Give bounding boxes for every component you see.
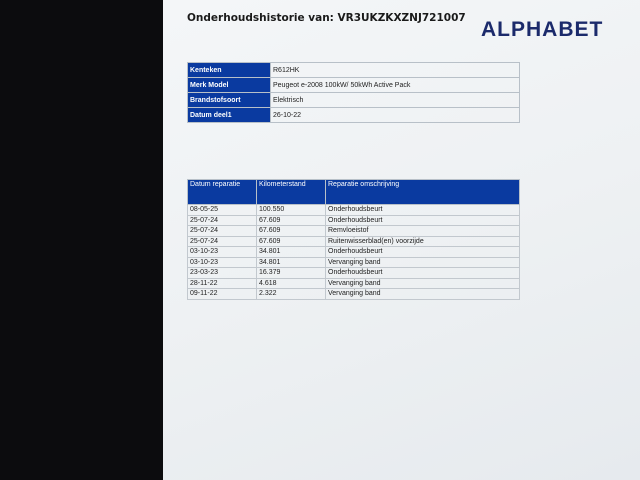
- column-header-description: Reparatie omschrijving: [325, 179, 520, 205]
- repair-date: 03-10-23: [187, 246, 257, 258]
- column-header-mileage: Kilometerstand: [256, 179, 326, 205]
- repair-date: 08-05-25: [187, 204, 257, 216]
- info-value: Elektrisch: [270, 92, 520, 108]
- mileage: 34.801: [256, 246, 326, 258]
- repair-date: 03-10-23: [187, 256, 257, 268]
- repair-date: 25-07-24: [187, 235, 257, 247]
- info-value: R612HK: [270, 62, 520, 78]
- info-label: Merk Model: [187, 77, 271, 93]
- info-row: Kenteken R612HK: [187, 62, 520, 78]
- info-row: Merk Model Peugeot e-2008 100kW/ 50kWh Ac…: [187, 77, 520, 93]
- mileage: 16.379: [256, 267, 326, 279]
- repair-date: 09-11-22: [187, 288, 257, 300]
- info-label: Datum deel1: [187, 107, 271, 123]
- info-label: Kenteken: [187, 62, 271, 78]
- info-value: 26-10-22: [270, 107, 520, 123]
- mileage: 2.322: [256, 288, 326, 300]
- repair-description: Onderhoudsbeurt: [325, 267, 520, 279]
- repair-description: Vervanging band: [325, 288, 520, 300]
- table-row: 08-05-25 100.550 Onderhoudsbeurt: [187, 204, 520, 216]
- mileage: 67.609: [256, 235, 326, 247]
- mileage: 34.801: [256, 256, 326, 268]
- repair-description: Onderhoudsbeurt: [325, 204, 520, 216]
- repair-description: Onderhoudsbeurt: [325, 246, 520, 258]
- repair-description: Remvloeistof: [325, 225, 520, 237]
- table-row: 23-03-23 16.379 Onderhoudsbeurt: [187, 267, 520, 279]
- table-row: 25-07-24 67.609 Ruitenwisserblad(en) voorz…: [187, 235, 520, 247]
- table-row: 28-11-22 4.618 Vervanging band: [187, 277, 520, 289]
- repair-description: Vervanging band: [325, 277, 520, 289]
- column-header-date: Datum reparatie: [187, 179, 257, 205]
- mileage: 67.609: [256, 225, 326, 237]
- info-value: Peugeot e-2008 100kW/ 50kWh Active Pack: [270, 77, 520, 93]
- repair-date: 25-07-24: [187, 214, 257, 226]
- info-label: Brandstofsoort: [187, 92, 271, 108]
- table-row: 25-07-24 67.609 Onderhoudsbeurt: [187, 214, 520, 226]
- table-row: 03-10-23 34.801 Vervanging band: [187, 256, 520, 268]
- mileage: 100.550: [256, 204, 326, 216]
- page-title: Onderhoudshistorie van: VR3UKZKXZNJ72100…: [187, 12, 466, 24]
- maintenance-history-table: Datum reparatie Kilometerstand Reparatie…: [187, 179, 520, 300]
- repair-description: Onderhoudsbeurt: [325, 214, 520, 226]
- mileage: 4.618: [256, 277, 326, 289]
- info-row: Brandstofsoort Elektrisch: [187, 92, 520, 108]
- vehicle-info-table: Kenteken R612HK Merk Model Peugeot e-2008 1…: [187, 62, 520, 123]
- mileage: 67.609: [256, 214, 326, 226]
- table-row: 25-07-24 67.609 Remvloeistof: [187, 225, 520, 237]
- table-row: 03-10-23 34.801 Onderhoudsbeurt: [187, 246, 520, 258]
- repair-date: 23-03-23: [187, 267, 257, 279]
- table-row: 09-11-22 2.322 Vervanging band: [187, 288, 520, 300]
- info-row: Datum deel1 26-10-22: [187, 107, 520, 123]
- repair-date: 28-11-22: [187, 277, 257, 289]
- repair-description: Ruitenwisserblad(en) voorzijde: [325, 235, 520, 247]
- alphabet-logo: ALPHABET: [481, 18, 604, 41]
- document-page: Onderhoudshistorie van: VR3UKZKXZNJ72100…: [163, 0, 640, 480]
- repair-description: Vervanging band: [325, 256, 520, 268]
- repair-date: 25-07-24: [187, 225, 257, 237]
